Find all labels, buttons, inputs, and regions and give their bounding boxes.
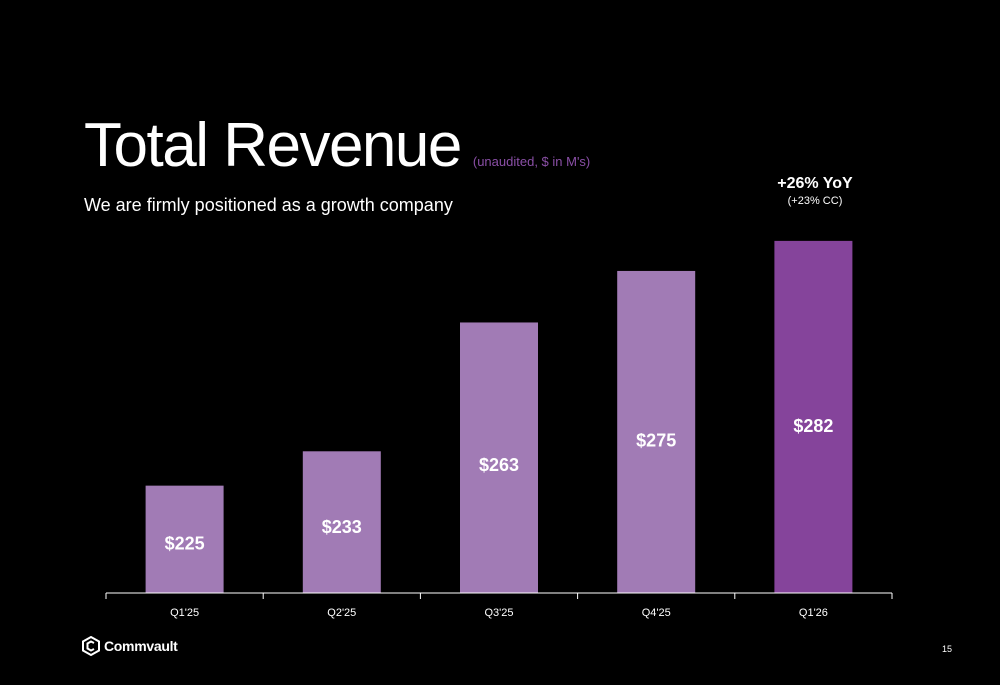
bar-q425 [617,270,696,593]
brand-name: Commvault [104,638,178,654]
bar-q125 [145,485,224,593]
bar-value-label: $263 [479,455,519,475]
x-tick-label: Q1'25 [170,607,199,619]
bar-q225 [302,451,381,593]
x-tick-label: Q4'25 [642,607,671,619]
x-tick-label: Q1'26 [799,607,828,619]
slide-title: Total Revenue [84,111,462,180]
bar-value-label: $233 [322,517,362,537]
bar-value-label: $282 [793,416,833,436]
bar-q325 [460,322,538,593]
title-row: Total Revenue (unaudited, $ in M's) [84,110,590,181]
footer-logo: Commvault [82,636,178,656]
yoy-label: +26% YoY [777,175,853,192]
page-number: 15 [941,644,952,654]
bar-value-label: $275 [636,430,676,450]
slide-subtitle: We are firmly positioned as a growth com… [84,195,453,215]
x-tick-label: Q2'25 [327,607,356,619]
bar-q126 [774,240,853,593]
title-note: (unaudited, $ in M's) [472,154,591,169]
commvault-logo-icon [82,636,100,656]
yoy-sub-label: (+23% CC) [787,195,843,207]
x-tick-label: Q3'25 [484,607,513,619]
yoy-callout: +26% YoY (+23% CC) [755,175,875,207]
bar-value-label: $225 [165,533,205,553]
